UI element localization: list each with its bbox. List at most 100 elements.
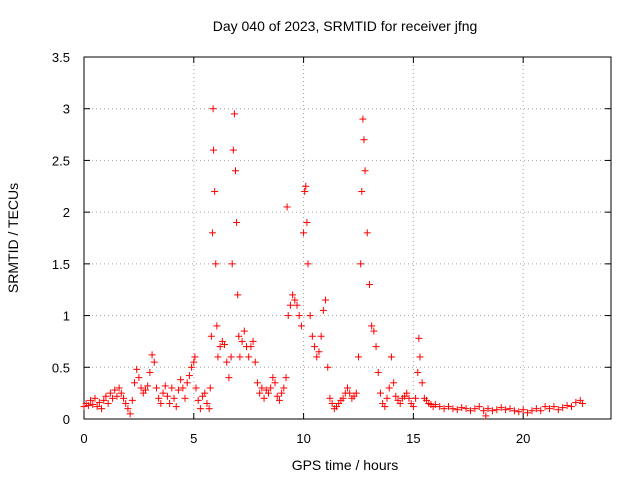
data-point [89,401,97,409]
data-point [128,396,136,404]
data-point [159,389,167,397]
data-point [227,353,235,361]
data-point [168,384,176,392]
data-point [524,409,532,417]
data-point [185,372,193,380]
data-point [363,229,371,237]
data-point [205,405,213,413]
ticks-layer: 0 0.5 1 1.5 2 2.5 3 3.5 0 5 10 15 20 [52,50,611,446]
data-point [449,405,457,413]
data-point [216,343,224,351]
data-point [458,404,466,412]
x-tick-label: 10 [296,431,310,446]
data-point [346,389,354,397]
data-point [111,386,119,394]
data-point [372,343,380,351]
x-tick-label: 15 [406,431,420,446]
data-point [360,136,368,144]
data-point [191,353,199,361]
data-point [91,394,99,402]
data-point [209,105,217,113]
data-point [482,412,490,420]
data-point [131,379,139,387]
data-point [361,167,369,175]
data-point [181,394,189,402]
data-point [150,358,158,366]
data-point [383,394,391,402]
data-point [282,374,290,382]
data-point [137,384,145,392]
y-axis-label: SRMTID / TECUs [5,183,21,293]
data-point [135,374,143,382]
data-point [152,384,160,392]
data-point [87,396,95,404]
data-point [440,405,448,413]
data-point [368,322,376,330]
plot-frame [83,56,612,420]
data-point [418,379,426,387]
data-point [234,291,242,299]
data-point [192,384,200,392]
data-point [201,389,209,397]
x-tick-label: 5 [190,431,197,446]
y-tick-label: 2 [63,205,70,220]
data-point [445,403,453,411]
data-point [405,394,413,402]
data-point [179,384,187,392]
y-tick-label: 3 [63,102,70,117]
data-point [324,363,332,371]
data-point [98,405,106,413]
data-point [297,322,305,330]
data-point [210,146,218,154]
data-point [572,398,580,406]
data-point [106,389,114,397]
data-point [284,312,292,320]
data-point [207,332,215,340]
data-point [302,182,310,190]
data-point [174,386,182,394]
data-point [376,389,384,397]
data-point [104,399,112,407]
data-point [370,327,378,335]
data-point [148,351,156,359]
data-point [155,394,163,402]
chart-title: Day 040 of 2023, SRMTID for receiver jfn… [213,18,478,34]
data-point [214,353,222,361]
data-point [225,374,233,382]
data-point [567,403,575,411]
data-point [141,386,149,394]
data-point [233,218,241,226]
y-tick-label: 1.5 [52,257,70,272]
data-point [416,353,424,361]
data-point [196,405,204,413]
data-point [247,343,255,351]
data-point [322,296,330,304]
data-point [358,187,366,195]
data-point [357,260,365,268]
data-point [317,332,325,340]
data-point [278,389,286,397]
data-point [412,394,420,402]
data-point [303,218,311,226]
data-point [117,389,125,397]
data-point [122,399,130,407]
data-point [223,358,231,366]
data-point [183,379,191,387]
data-point [253,379,261,387]
data-point [146,368,154,376]
data-point [354,353,362,361]
data-point [365,281,373,289]
y-tick-label: 0 [63,412,70,427]
data-point [93,403,101,411]
data-point [221,341,229,349]
data-point [301,187,309,195]
data-point [203,399,211,407]
data-point [133,365,141,373]
data-point [311,343,319,351]
data-point [387,353,395,361]
data-point [466,407,474,415]
data-point [212,260,220,268]
data-point [392,392,400,400]
